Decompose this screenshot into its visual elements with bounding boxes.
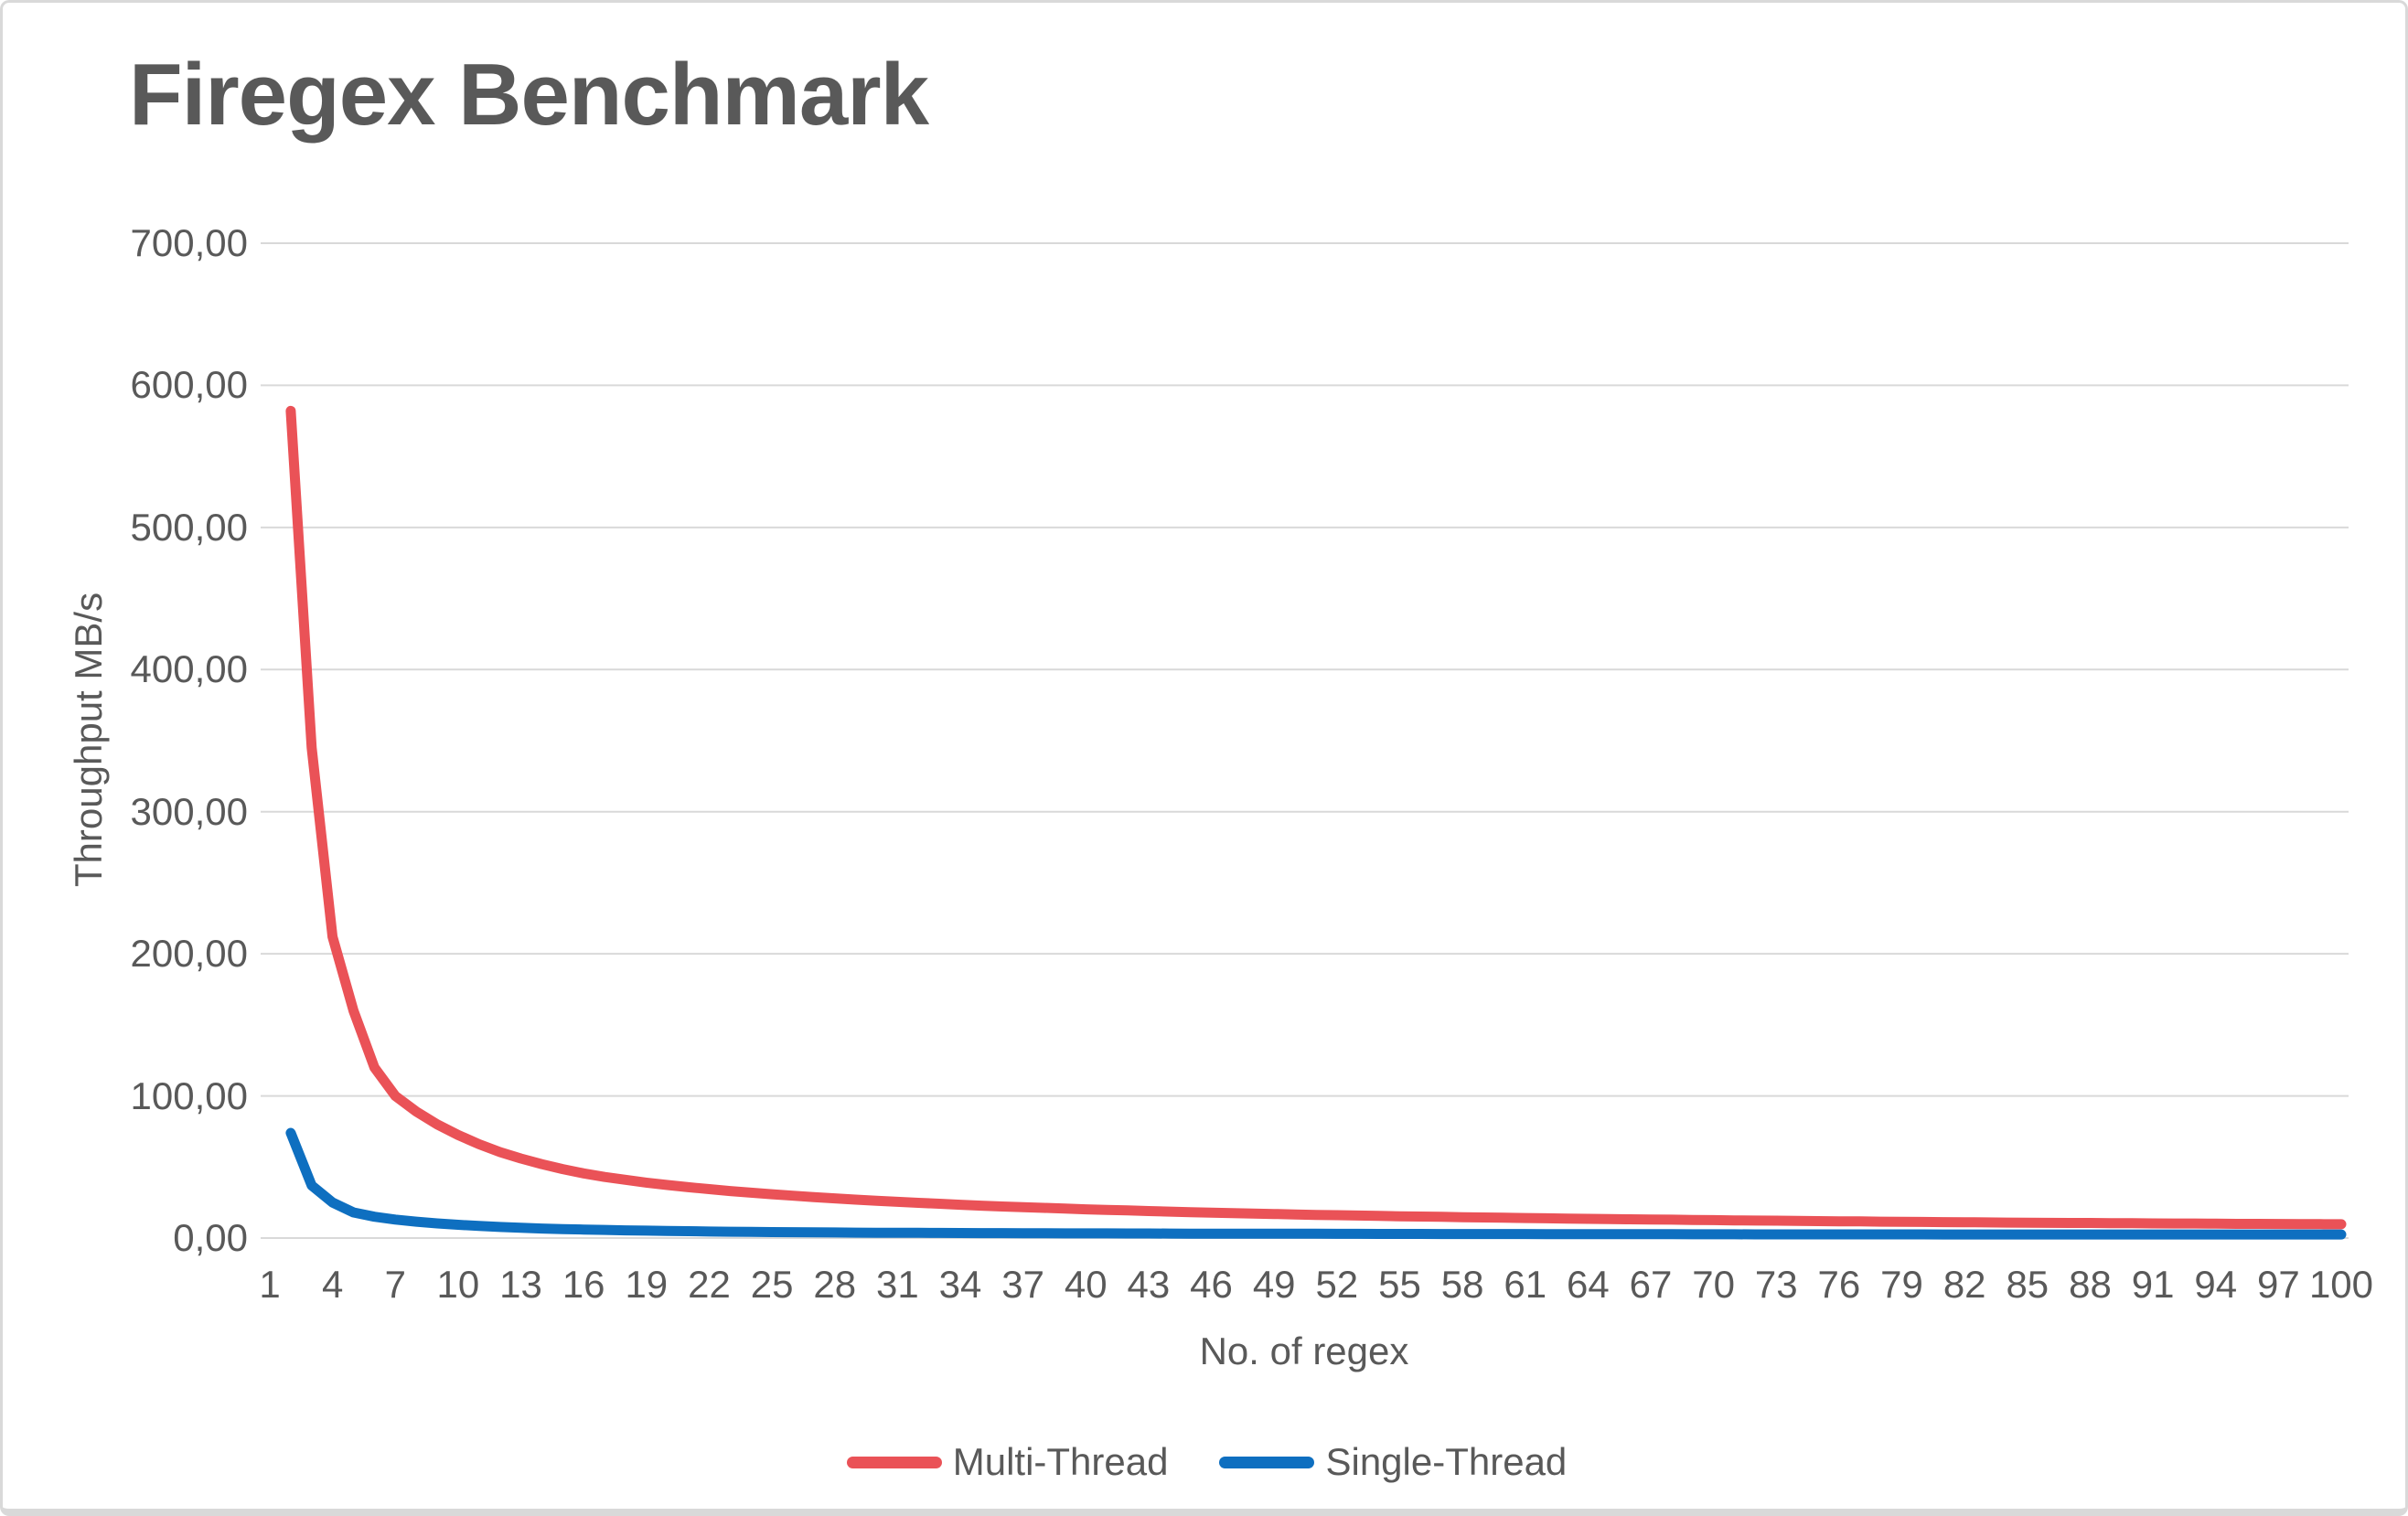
x-tick-label: 28: [813, 1263, 857, 1306]
x-tick-label: 37: [1001, 1263, 1044, 1306]
legend-swatch-single-thread: [1219, 1456, 1315, 1468]
x-tick-label: 97: [2257, 1263, 2300, 1306]
y-tick-label: 500,00: [130, 505, 248, 549]
legend-item-single-thread: Single-Thread: [1219, 1440, 1567, 1484]
x-tick-label: 85: [2006, 1263, 2049, 1306]
y-tick-label: 0,00: [173, 1216, 248, 1259]
legend-label-single-thread: Single-Thread: [1325, 1440, 1568, 1483]
y-tick-label: 100,00: [130, 1073, 248, 1117]
x-axis-title: No. of regex: [1199, 1329, 1409, 1372]
x-tick-label: 52: [1315, 1263, 1359, 1306]
x-tick-label: 91: [2131, 1263, 2175, 1306]
y-tick-label: 700,00: [130, 221, 248, 264]
x-tick-label: 1: [259, 1263, 281, 1306]
series-line-single-thread: [285, 1127, 2347, 1240]
x-tick-label: 22: [688, 1263, 731, 1306]
legend-swatch-multi-thread: [846, 1456, 942, 1468]
x-tick-label: 64: [1567, 1263, 1610, 1306]
x-tick-label: 43: [1127, 1263, 1171, 1306]
series-line-multi-thread: [285, 405, 2347, 1230]
y-axis-title: Throughput MB/s: [67, 592, 110, 888]
y-tick-label: 300,00: [130, 789, 248, 833]
x-tick-label: 82: [1942, 1263, 1986, 1306]
x-tick-label: 40: [1064, 1263, 1108, 1306]
chart-title: Firegex Benchmark: [129, 46, 929, 144]
x-tick-label: 100: [2308, 1263, 2374, 1306]
x-tick-label: 46: [1190, 1263, 1233, 1306]
x-tick-label: 49: [1252, 1263, 1296, 1306]
x-tick-label: 34: [938, 1263, 982, 1306]
x-tick-label: 76: [1817, 1263, 1861, 1306]
x-tick-label: 67: [1629, 1263, 1673, 1306]
x-tick-label: 25: [750, 1263, 794, 1306]
x-tick-label: 19: [625, 1263, 669, 1306]
plot-area: [261, 242, 2349, 1240]
x-tick-label: 61: [1504, 1263, 1547, 1306]
legend-label-multi-thread: Multi-Thread: [952, 1440, 1169, 1483]
x-tick-label: 73: [1754, 1263, 1798, 1306]
x-tick-label: 7: [384, 1263, 406, 1306]
legend-item-multi-thread: Multi-Thread: [846, 1440, 1169, 1484]
x-tick-label: 13: [499, 1263, 542, 1306]
x-tick-label: 88: [2069, 1263, 2112, 1306]
x-tick-label: 94: [2194, 1263, 2238, 1306]
y-tick-label: 600,00: [130, 363, 248, 407]
legend: Multi-Thread Single-Thread: [3, 1440, 2405, 1484]
y-tick-label: 200,00: [130, 932, 248, 976]
x-tick-label: 16: [562, 1263, 605, 1306]
x-tick-label: 58: [1440, 1263, 1484, 1306]
x-tick-label: 55: [1378, 1263, 1421, 1306]
x-tick-label: 31: [876, 1263, 919, 1306]
x-tick-label: 79: [1880, 1263, 1923, 1306]
y-tick-label: 400,00: [130, 647, 248, 691]
x-tick-label: 10: [436, 1263, 480, 1306]
x-tick-label: 4: [321, 1263, 344, 1306]
x-tick-label: 70: [1692, 1263, 1735, 1306]
